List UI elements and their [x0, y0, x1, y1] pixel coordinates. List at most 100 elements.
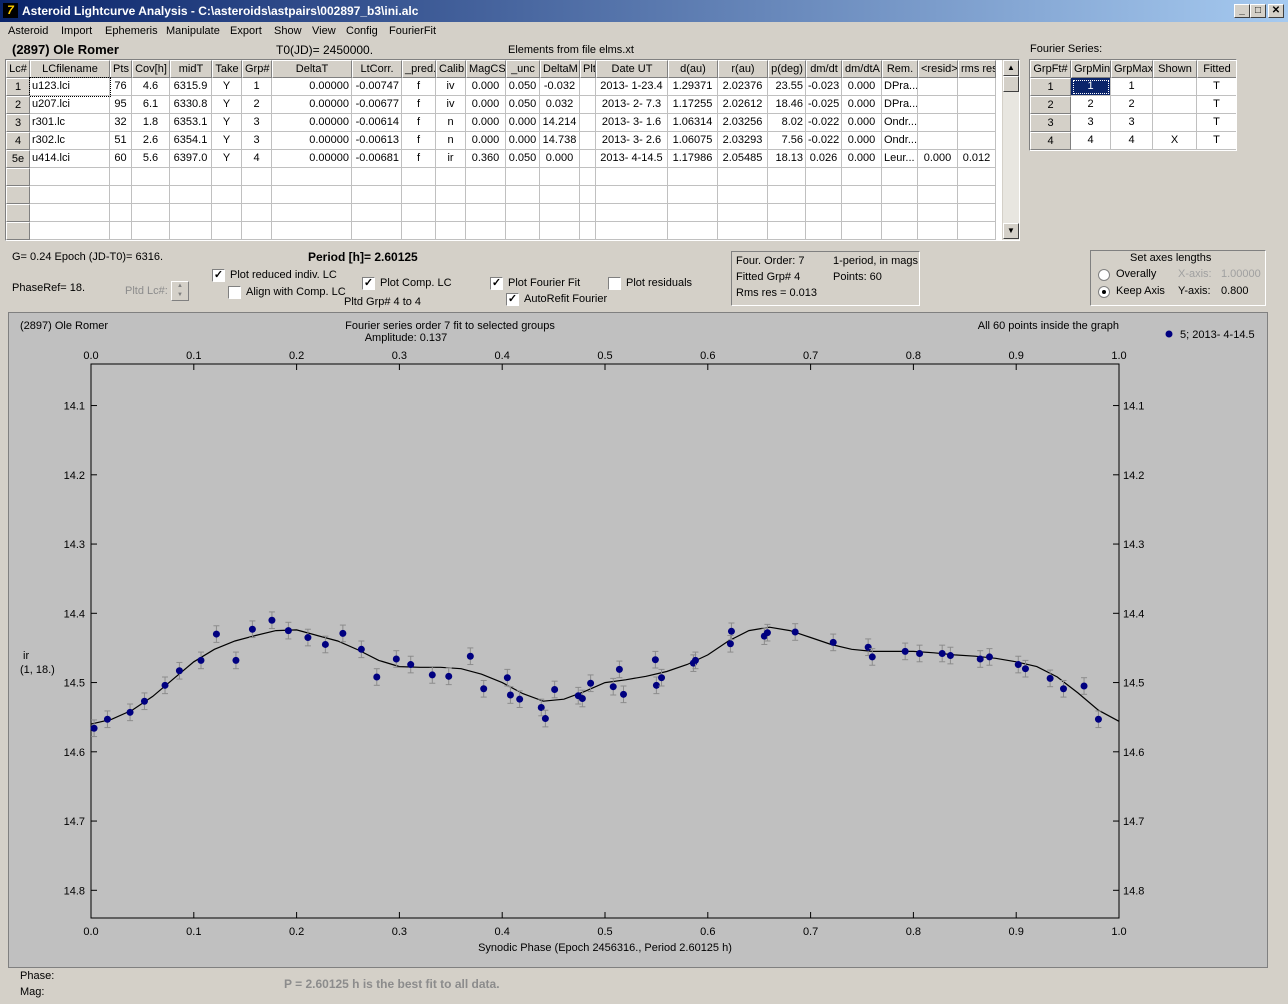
lc-table-cell[interactable] — [918, 96, 958, 114]
lc-table-cell[interactable] — [110, 168, 132, 186]
lc-table-cell[interactable]: n — [436, 132, 466, 150]
lc-table-cell[interactable] — [466, 222, 506, 240]
lc-column-header[interactable]: dm/dt — [806, 60, 842, 78]
lc-table-cell[interactable]: 2013- 3- 2.6 — [596, 132, 668, 150]
lc-column-header[interactable]: DeltaT — [272, 60, 352, 78]
lc-table-cell[interactable]: 0.000 — [466, 78, 506, 96]
lc-table-cell[interactable] — [170, 222, 212, 240]
lc-table-cell[interactable]: -0.022 — [806, 132, 842, 150]
lc-table-cell[interactable] — [212, 222, 242, 240]
lc-table-cell[interactable] — [436, 222, 466, 240]
lc-table-cell[interactable]: 6354.1 — [170, 132, 212, 150]
lc-table-cell[interactable] — [466, 186, 506, 204]
lc-table-cell[interactable]: 76 — [110, 78, 132, 96]
lc-table-cell[interactable] — [242, 204, 272, 222]
lc-table-cell[interactable] — [842, 186, 882, 204]
lc-row-header[interactable] — [6, 204, 30, 222]
menu-asteroid[interactable]: Asteroid — [8, 25, 49, 37]
lc-table-cell[interactable] — [668, 222, 718, 240]
lc-table-cell[interactable] — [768, 222, 806, 240]
scroll-thumb[interactable] — [1003, 76, 1019, 92]
lc-table-cell[interactable]: u207.lci — [30, 96, 110, 114]
lc-table-cell[interactable]: -0.00614 — [352, 114, 402, 132]
lc-table-cell[interactable]: u414.lci — [30, 150, 110, 168]
lc-table-cell[interactable]: 0.00000 — [272, 114, 352, 132]
lc-table-cell[interactable] — [918, 132, 958, 150]
lc-table-cell[interactable]: 3 — [242, 114, 272, 132]
lc-column-header[interactable]: LCfilename — [30, 60, 110, 78]
lc-column-header[interactable]: rms res — [958, 60, 996, 78]
menu-import[interactable]: Import — [61, 25, 93, 37]
fourier-table-cell[interactable]: 4 — [1111, 132, 1153, 150]
lc-table-cell[interactable]: iv — [436, 96, 466, 114]
lc-column-header[interactable]: Take — [212, 60, 242, 78]
lc-row-header[interactable]: 2 — [6, 96, 30, 114]
lc-table-cell[interactable]: 3 — [242, 132, 272, 150]
lc-table-cell[interactable] — [882, 186, 918, 204]
lc-table-cell[interactable] — [436, 168, 466, 186]
lc-table-cell[interactable]: 0.012 — [958, 150, 996, 168]
lc-table-cell[interactable]: -0.032 — [540, 78, 580, 96]
fourier-table-cell[interactable]: X — [1153, 132, 1197, 150]
lc-table-cell[interactable]: 1.06314 — [668, 114, 718, 132]
lc-table-cell[interactable] — [402, 186, 436, 204]
lc-table-cell[interactable]: 0.000 — [842, 96, 882, 114]
lc-table-cell[interactable]: 0.000 — [466, 96, 506, 114]
lc-table-cell[interactable]: -0.00677 — [352, 96, 402, 114]
lc-table-cell[interactable] — [506, 222, 540, 240]
lc-table-cell[interactable] — [882, 204, 918, 222]
maximize-button[interactable]: □ — [1250, 4, 1266, 18]
lc-table-cell[interactable]: f — [402, 78, 436, 96]
lc-table-cell[interactable] — [580, 150, 596, 168]
lc-column-header[interactable]: MagCS — [466, 60, 506, 78]
lc-table-cell[interactable] — [918, 78, 958, 96]
lc-table-cell[interactable] — [580, 114, 596, 132]
lc-table-cell[interactable]: 1 — [242, 78, 272, 96]
plot-fourier-checkbox[interactable]: ✓ — [490, 277, 503, 290]
lc-table-cell[interactable]: 0.000 — [466, 132, 506, 150]
fourier-table-cell[interactable]: 1 — [1071, 78, 1111, 96]
lc-table-cell[interactable]: 0.000 — [918, 150, 958, 168]
lc-table-cell[interactable]: u123.lci — [29, 77, 111, 97]
lc-column-header[interactable]: midT — [170, 60, 212, 78]
plot-reduced-checkbox[interactable]: ✓ — [212, 269, 225, 282]
lc-row-header[interactable]: 5e — [6, 150, 30, 168]
lc-table-cell[interactable] — [806, 168, 842, 186]
autorefit-checkbox[interactable]: ✓ — [506, 293, 519, 306]
lc-table-cell[interactable] — [352, 168, 402, 186]
lc-table-cell[interactable] — [918, 168, 958, 186]
lc-table-cell[interactable]: 0.000 — [842, 132, 882, 150]
close-button[interactable]: ✕ — [1268, 4, 1284, 18]
lc-table-cell[interactable] — [718, 222, 768, 240]
lc-table-cell[interactable]: 0.000 — [842, 150, 882, 168]
fourier-table-cell[interactable] — [1153, 114, 1197, 132]
lc-table-cell[interactable]: 1.17986 — [668, 150, 718, 168]
lc-table-cell[interactable]: 18.13 — [768, 150, 806, 168]
lc-table-cell[interactable] — [352, 204, 402, 222]
lc-column-header[interactable]: Calib. — [436, 60, 466, 78]
lc-table-cell[interactable]: 60 — [110, 150, 132, 168]
lc-table-cell[interactable]: 0.050 — [506, 150, 540, 168]
lc-row-header[interactable]: 3 — [6, 114, 30, 132]
lc-table-cell[interactable] — [768, 204, 806, 222]
lc-table-cell[interactable]: f — [402, 114, 436, 132]
lc-table-cell[interactable] — [132, 222, 170, 240]
lc-table-cell[interactable]: 0.00000 — [272, 150, 352, 168]
lc-table-cell[interactable]: Y — [212, 96, 242, 114]
lc-table-cell[interactable] — [540, 186, 580, 204]
lc-table-cell[interactable]: 6330.8 — [170, 96, 212, 114]
lc-table-cell[interactable] — [580, 96, 596, 114]
lc-table-cell[interactable]: 4 — [242, 150, 272, 168]
lc-table-scrollbar[interactable]: ▲ ▼ — [1002, 60, 1019, 240]
lc-table-cell[interactable] — [958, 186, 996, 204]
lc-table-cell[interactable] — [580, 222, 596, 240]
lc-table-cell[interactable] — [958, 222, 996, 240]
lc-table-cell[interactable] — [272, 222, 352, 240]
lc-table-cell[interactable]: 2013- 2- 7.3 — [596, 96, 668, 114]
lc-table-cell[interactable]: 2.6 — [132, 132, 170, 150]
lc-table-cell[interactable]: DPra... — [882, 78, 918, 96]
lc-table-cell[interactable] — [596, 168, 668, 186]
lc-table-cell[interactable] — [596, 222, 668, 240]
lc-column-header[interactable]: Pts — [110, 60, 132, 78]
lc-table-cell[interactable]: 6353.1 — [170, 114, 212, 132]
